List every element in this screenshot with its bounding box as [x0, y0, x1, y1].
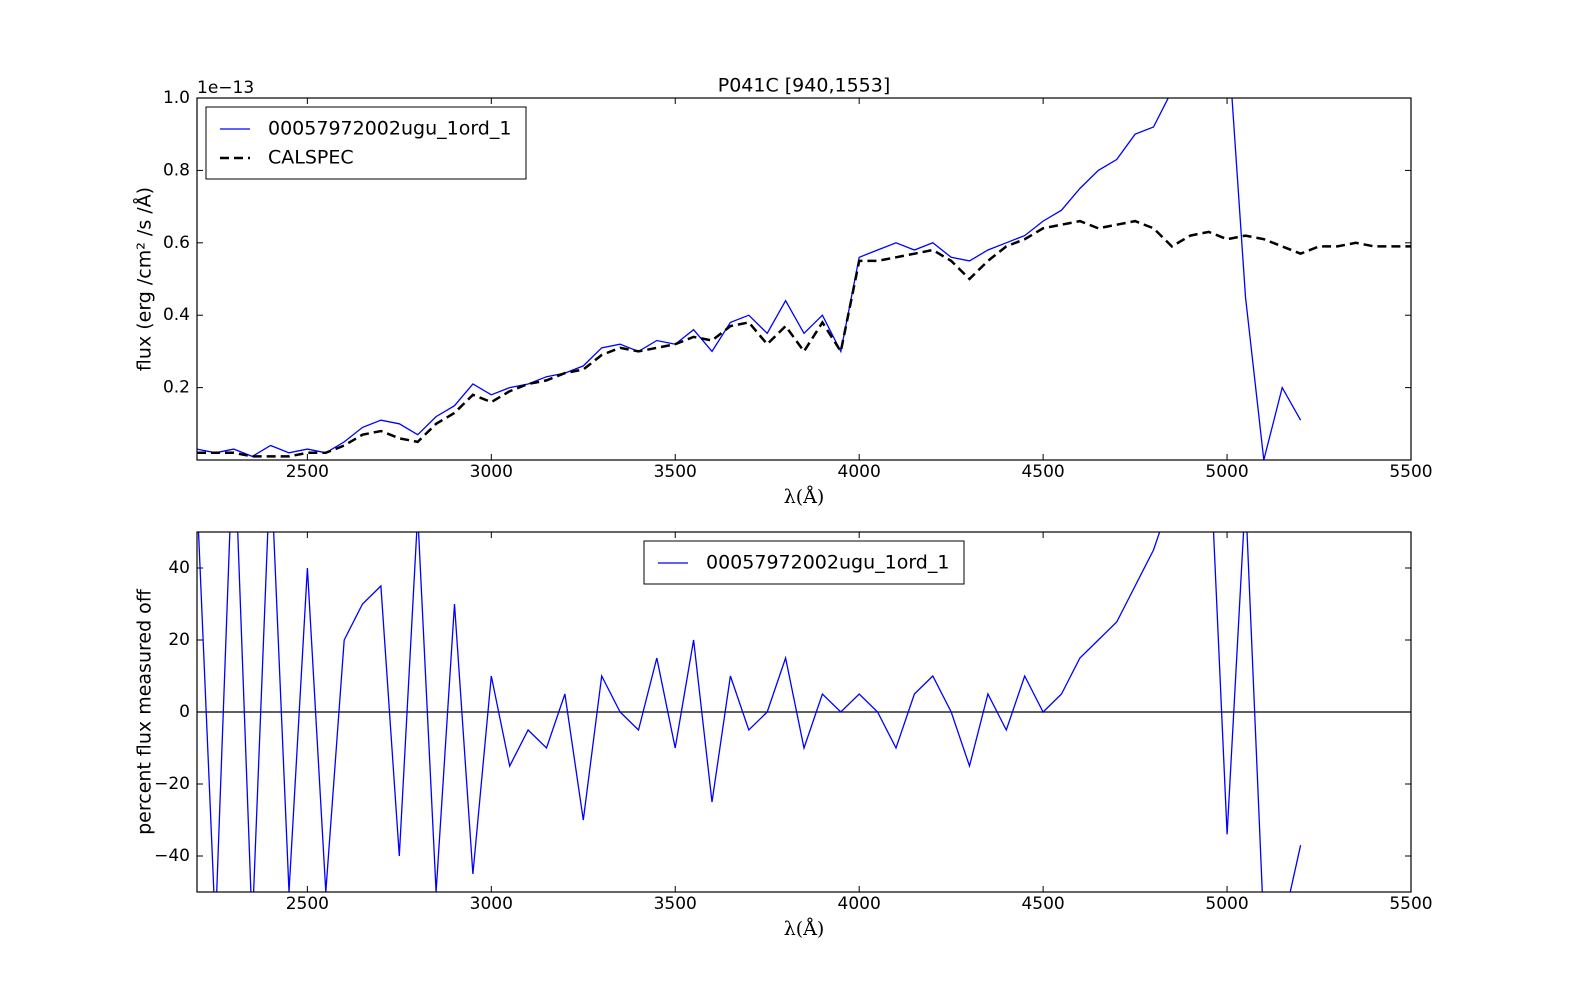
y-tick-label: 0.8	[163, 160, 190, 180]
x-tick-label: 4000	[838, 462, 881, 482]
x-tick-label: 5500	[1389, 462, 1432, 482]
y-tick-label: 0.6	[163, 233, 190, 253]
y-tick-label: 0.2	[163, 378, 190, 398]
y-tick-label: 0	[179, 702, 190, 722]
y-axis-label: percent flux measured off	[134, 588, 156, 835]
y-axis-label: flux (erg /cm² /s /Å)	[133, 187, 156, 371]
x-tick-label: 4500	[1021, 894, 1064, 914]
y-tick-label: 40	[168, 558, 190, 578]
x-tick-label: 2500	[286, 462, 329, 482]
x-tick-label: 3500	[654, 462, 697, 482]
x-axis-label: λ(Å)	[784, 486, 825, 508]
x-axis-label: λ(Å)	[784, 918, 825, 940]
x-tick-label: 3000	[470, 462, 513, 482]
y-tick-label: 20	[168, 630, 190, 650]
series-line	[197, 532, 1302, 892]
legend-label: CALSPEC	[268, 147, 354, 169]
offset-label: 1e−13	[197, 78, 254, 98]
x-tick-label: 4000	[838, 894, 881, 914]
y-tick-label: 0.4	[163, 305, 190, 325]
x-tick-label: 3500	[654, 894, 697, 914]
x-tick-label: 3000	[470, 894, 513, 914]
legend-box	[643, 540, 965, 585]
legend-label: 00057972002ugu_1ord_1	[706, 552, 949, 574]
legend-box	[205, 106, 527, 180]
chart-title: P041C [940,1553]	[718, 75, 891, 97]
axes-frame	[196, 97, 1412, 461]
x-tick-label: 5000	[1205, 894, 1248, 914]
x-tick-label: 5000	[1205, 462, 1248, 482]
x-tick-label: 2500	[286, 894, 329, 914]
legend-label: 00057972002ugu_1ord_1	[268, 118, 511, 140]
y-tick-label: 1.0	[163, 88, 190, 108]
x-tick-label: 5500	[1389, 894, 1432, 914]
x-tick-label: 4500	[1021, 462, 1064, 482]
series-line	[197, 219, 1411, 458]
axes-frame	[196, 531, 1412, 893]
y-tick-label: −40	[154, 846, 190, 866]
series-line	[197, 98, 1302, 460]
y-tick-label: −20	[154, 774, 190, 794]
